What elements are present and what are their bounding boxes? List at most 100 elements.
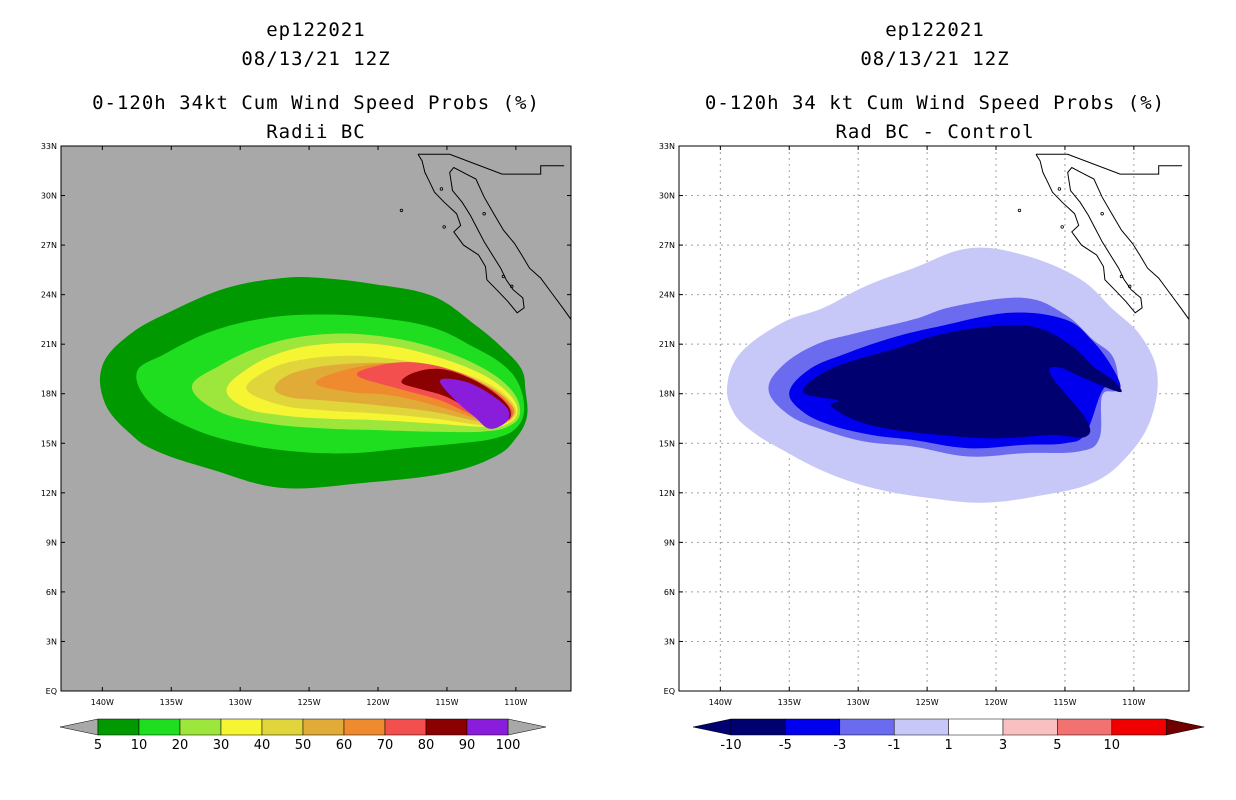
plot-frame xyxy=(678,145,1190,692)
x-tick-label: 135W xyxy=(778,698,801,707)
colorbar-swatch xyxy=(261,718,304,736)
plot-area xyxy=(679,146,1189,691)
x-tick-label: 125W xyxy=(916,698,939,707)
plot-frame xyxy=(60,145,572,692)
y-tick-label: 33N xyxy=(659,142,675,151)
left-panel-subtitle: 0-120h 34kt Cum Wind Speed Probs (%) Rad… xyxy=(60,89,572,147)
colorbar-swatch xyxy=(138,718,181,736)
right-map-panel: 140W 135W 130W 125W 120W 115W 110W EQ 3N 6N 9N 12N 1… xyxy=(659,142,1205,753)
y-tick-label: 30N xyxy=(41,192,57,201)
y-tick-label: EQ xyxy=(46,687,57,696)
y-tick-label: 6N xyxy=(664,588,675,597)
colorbar-label: -1 xyxy=(888,738,901,753)
right-panel-subtitle: 0-120h 34 kt Cum Wind Speed Probs (%) Ra… xyxy=(679,89,1191,147)
colorbar-swatch xyxy=(1002,718,1058,736)
y-tick-label: 21N xyxy=(659,340,675,349)
colorbar-label: 10 xyxy=(1104,738,1121,753)
contour-fill-neg10 xyxy=(802,325,1122,439)
x-tick-label: 140W xyxy=(91,698,114,707)
colorbar-label: 10 xyxy=(131,738,148,753)
y-tick-label: 18N xyxy=(659,390,675,399)
colorbar-label: 5 xyxy=(1053,738,1061,753)
island xyxy=(1017,208,1022,213)
y-tick-label: 27N xyxy=(659,241,675,250)
y-tick-label: 12N xyxy=(41,489,57,498)
island xyxy=(1057,187,1062,191)
island xyxy=(399,208,404,213)
x-tick-label: 110W xyxy=(1122,698,1145,707)
colorbar-swatch xyxy=(1111,718,1167,736)
colorbar-over-arrow xyxy=(1165,718,1205,736)
colorbar-label: -10 xyxy=(720,738,741,753)
y-tick-label: 24N xyxy=(659,291,675,300)
colorbar-swatch xyxy=(220,718,263,736)
y-tick-label: 3N xyxy=(46,637,57,646)
island xyxy=(510,284,514,289)
left-title-storm: ep122021 xyxy=(266,19,366,41)
x-tick-label: 135W xyxy=(160,698,183,707)
y-tick-label: 9N xyxy=(46,538,57,547)
x-tick-label: 115W xyxy=(435,698,458,707)
left-title-date: 08/13/21 12Z xyxy=(241,48,391,70)
y-tick-label: 9N xyxy=(664,538,675,547)
colorbar-swatch xyxy=(179,718,222,736)
colorbar-under-arrow xyxy=(59,718,99,736)
x-tick-label: 120W xyxy=(366,698,389,707)
colorbar-over-arrow xyxy=(507,718,547,736)
coastline xyxy=(417,154,571,320)
colorbar-swatch xyxy=(839,718,895,736)
left-title-variant: Radii BC xyxy=(266,121,366,143)
island xyxy=(439,187,444,191)
right-title-storm: ep122021 xyxy=(885,19,985,41)
coastline xyxy=(1035,154,1189,320)
y-tick-label: 30N xyxy=(659,192,675,201)
colorbar-label: 5 xyxy=(94,738,102,753)
x-tick-label: 120W xyxy=(984,698,1007,707)
colorbar-label: 60 xyxy=(336,738,353,753)
y-tick-label: 15N xyxy=(659,439,675,448)
colorbar-swatch xyxy=(302,718,345,736)
colorbar-label: -5 xyxy=(779,738,792,753)
colorbar-label: 70 xyxy=(377,738,394,753)
x-tick-label: 140W xyxy=(709,698,732,707)
colorbar-swatch xyxy=(1057,718,1113,736)
colorbar-label: 30 xyxy=(213,738,230,753)
y-tick-label: EQ xyxy=(664,687,675,696)
y-tick-label: 3N xyxy=(664,637,675,646)
colorbar-swatch xyxy=(425,718,468,736)
right-title-product: 0-120h 34 kt Cum Wind Speed Probs (%) xyxy=(704,92,1166,114)
island xyxy=(1100,212,1104,216)
y-tick-label: 21N xyxy=(41,340,57,349)
island xyxy=(501,274,506,279)
contour-fill-90 xyxy=(439,378,510,429)
us-mexico-border xyxy=(1036,153,1183,175)
colorbar-swatch xyxy=(466,718,509,736)
island xyxy=(482,212,486,216)
colorbar-swatch xyxy=(97,718,140,736)
y-tick-label: 27N xyxy=(41,241,57,250)
colorbar-swatch xyxy=(948,718,1004,736)
plot-area xyxy=(99,153,571,489)
left-title-product: 0-120h 34kt Cum Wind Speed Probs (%) xyxy=(92,92,540,114)
colorbar-swatch xyxy=(730,718,786,736)
island xyxy=(442,225,446,229)
colorbar-label: 3 xyxy=(999,738,1007,753)
left-panel-title: ep122021 08/13/21 12Z xyxy=(60,16,572,74)
colorbar-label: 50 xyxy=(295,738,312,753)
y-tick-label: 18N xyxy=(41,390,57,399)
y-tick-label: 24N xyxy=(41,291,57,300)
y-tick-label: 12N xyxy=(659,489,675,498)
colorbar-swatch xyxy=(384,718,427,736)
colorbar-label: 40 xyxy=(254,738,271,753)
colorbar-label: 80 xyxy=(418,738,435,753)
island xyxy=(1128,284,1132,289)
colorbar-label: 1 xyxy=(944,738,952,753)
y-tick-label: 15N xyxy=(41,439,57,448)
colorbar-swatch xyxy=(893,718,949,736)
colorbar: -10 -5 -3 -1 1 3 5 10 xyxy=(692,718,1205,753)
colorbar-swatch xyxy=(343,718,386,736)
x-tick-label: 125W xyxy=(298,698,321,707)
island xyxy=(1060,225,1064,229)
right-title-date: 08/13/21 12Z xyxy=(860,48,1010,70)
right-title-variant: Rad BC - Control xyxy=(835,121,1035,143)
